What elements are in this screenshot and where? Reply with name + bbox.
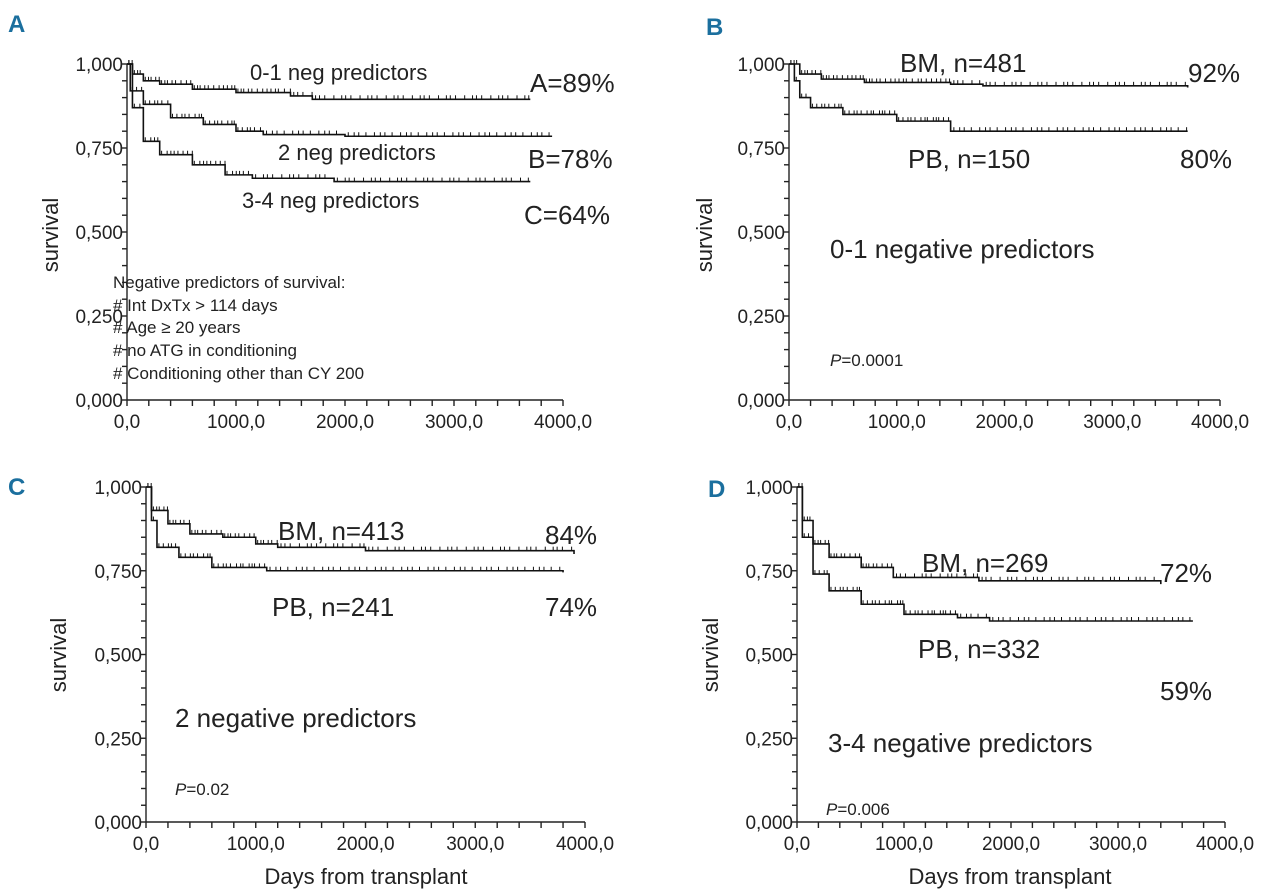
x-tick-label: 2000,0 xyxy=(316,412,374,433)
x-tick-label: 1000,0 xyxy=(875,834,933,855)
x-tick-label: 0,0 xyxy=(784,834,810,855)
y-tick-label: 0,250 xyxy=(94,729,142,750)
note-line: # no ATG in conditioning xyxy=(113,341,297,360)
x-tick-label: 0,0 xyxy=(776,412,802,433)
y-tick-label: 1,000 xyxy=(75,55,123,76)
series-end-label: 74% xyxy=(545,592,597,622)
survival-curve-1 xyxy=(789,63,1189,88)
p-label: P xyxy=(175,780,187,799)
panel-label-c: C xyxy=(8,474,25,501)
p-value: P=0.0001 xyxy=(830,351,903,370)
survival-curve-1 xyxy=(146,486,575,554)
panel-label-b: B xyxy=(706,14,723,41)
series-end-label: 72% xyxy=(1160,558,1212,588)
x-tick-label: 2000,0 xyxy=(982,834,1040,855)
series-end-label: B=78% xyxy=(528,144,613,174)
survival-curve-2 xyxy=(789,63,1188,132)
note-line: # Age ≥ 20 years xyxy=(113,318,240,337)
y-axis-label: survival xyxy=(698,618,723,693)
panel-subtitle: 3-4 negative predictors xyxy=(828,728,1092,758)
y-tick-label: 1,000 xyxy=(745,478,793,499)
panel-label-d: D xyxy=(708,476,725,503)
survival-curve-2 xyxy=(146,486,564,573)
x-tick-label: 2000,0 xyxy=(975,412,1033,433)
p-label: P xyxy=(830,351,842,370)
y-axis-label: survival xyxy=(46,618,71,693)
y-tick-label: 1,000 xyxy=(94,478,142,499)
x-tick-label: 0,0 xyxy=(133,834,159,855)
y-tick-label: 0,500 xyxy=(75,223,123,244)
survival-curve-2 xyxy=(797,486,1193,622)
x-tick-label: 3000,0 xyxy=(1089,834,1147,855)
y-tick-label: 0,750 xyxy=(75,139,123,160)
y-tick-label: 0,750 xyxy=(745,562,793,583)
x-tick-label: 3000,0 xyxy=(446,834,504,855)
x-axis-label: Days from transplant xyxy=(265,864,468,889)
y-tick-label: 0,250 xyxy=(745,729,793,750)
x-tick-label: 4000,0 xyxy=(556,834,614,855)
series-label: PB, n=241 xyxy=(272,592,394,622)
x-tick-label: 4000,0 xyxy=(1191,412,1249,433)
y-tick-label: 0,500 xyxy=(745,646,793,667)
x-tick-label: 1000,0 xyxy=(207,412,265,433)
p-number: =0.0001 xyxy=(841,351,903,370)
p-number: =0.02 xyxy=(186,780,229,799)
series-end-label: 59% xyxy=(1160,676,1212,706)
y-tick-label: 0,750 xyxy=(737,139,785,160)
y-axis-label: survival xyxy=(692,198,717,273)
note-line: # Int DxTx > 114 days xyxy=(113,296,278,315)
series-label: 0-1 neg predictors xyxy=(250,60,427,85)
p-number: =0.006 xyxy=(837,800,889,819)
y-tick-label: 1,000 xyxy=(737,55,785,76)
y-tick-label: 0,000 xyxy=(94,813,142,834)
x-tick-label: 4000,0 xyxy=(534,412,592,433)
y-tick-label: 0,750 xyxy=(94,562,142,583)
y-tick-label: 0,500 xyxy=(737,223,785,244)
panel-a: A survival 0-1 neg predictors A=89% 2 ne… xyxy=(8,11,615,383)
series-end-label: 80% xyxy=(1180,144,1232,174)
survival-curve-1 xyxy=(797,486,1162,585)
series-label: 3-4 neg predictors xyxy=(242,188,419,213)
y-tick-label: 0,250 xyxy=(75,307,123,328)
series-end-label: C=64% xyxy=(524,200,610,230)
series-label: BM, n=481 xyxy=(900,48,1026,78)
panel-d: D survival BM, n=269 72% PB, n=332 59% 3… xyxy=(698,476,1212,889)
series-label: 2 neg predictors xyxy=(278,140,436,165)
x-tick-label: 1000,0 xyxy=(868,412,926,433)
y-tick-label: 0,500 xyxy=(94,646,142,667)
x-tick-label: 0,0 xyxy=(114,412,140,433)
note-line: Negative predictors of survival: xyxy=(113,273,345,292)
p-label: P xyxy=(826,800,838,819)
y-tick-label: 0,000 xyxy=(745,813,793,834)
x-tick-label: 1000,0 xyxy=(227,834,285,855)
panel-subtitle: 2 negative predictors xyxy=(175,703,416,733)
x-tick-label: 3000,0 xyxy=(425,412,483,433)
panel-subtitle: 0-1 negative predictors xyxy=(830,234,1094,264)
series-label: BM, n=269 xyxy=(922,548,1048,578)
series-label: BM, n=413 xyxy=(278,516,404,546)
series-end-label: 92% xyxy=(1188,58,1240,88)
panel-label-a: A xyxy=(8,11,25,38)
x-tick-label: 3000,0 xyxy=(1083,412,1141,433)
series-label: PB, n=332 xyxy=(918,634,1040,664)
series-end-label: A=89% xyxy=(530,68,615,98)
y-tick-label: 0,000 xyxy=(737,391,785,412)
x-tick-label: 4000,0 xyxy=(1196,834,1254,855)
series-end-label: 84% xyxy=(545,520,597,550)
y-tick-label: 0,250 xyxy=(737,307,785,328)
panel-c: C survival BM, n=413 84% PB, n=241 74% 2… xyxy=(8,474,597,889)
y-tick-label: 0,000 xyxy=(75,391,123,412)
x-tick-label: 2000,0 xyxy=(336,834,394,855)
y-axis-label: survival xyxy=(38,198,63,273)
p-value: P=0.02 xyxy=(175,780,229,799)
panel-b: B survival BM, n=481 92% PB, n=150 80% 0… xyxy=(692,14,1240,370)
series-label: PB, n=150 xyxy=(908,144,1030,174)
x-axis-label: Days from transplant xyxy=(909,864,1112,889)
p-value: P=0.006 xyxy=(826,800,890,819)
note-line: # Conditioning other than CY 200 xyxy=(113,364,364,383)
